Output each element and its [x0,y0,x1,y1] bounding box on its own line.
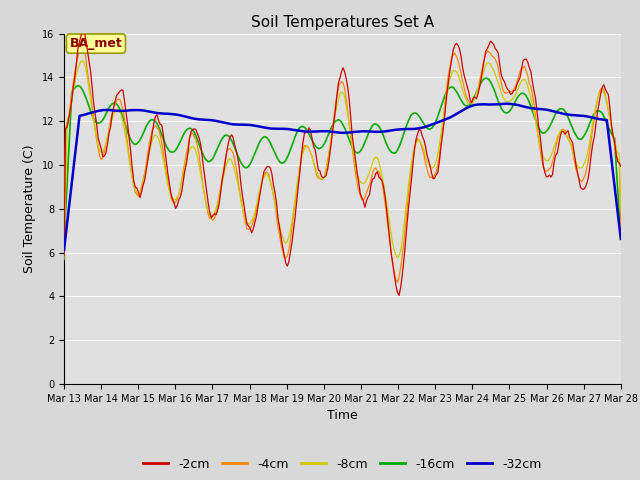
Title: Soil Temperatures Set A: Soil Temperatures Set A [251,15,434,30]
Legend: -2cm, -4cm, -8cm, -16cm, -32cm: -2cm, -4cm, -8cm, -16cm, -32cm [138,453,547,476]
Text: BA_met: BA_met [70,37,122,50]
Y-axis label: Soil Temperature (C): Soil Temperature (C) [23,144,36,273]
X-axis label: Time: Time [327,409,358,422]
